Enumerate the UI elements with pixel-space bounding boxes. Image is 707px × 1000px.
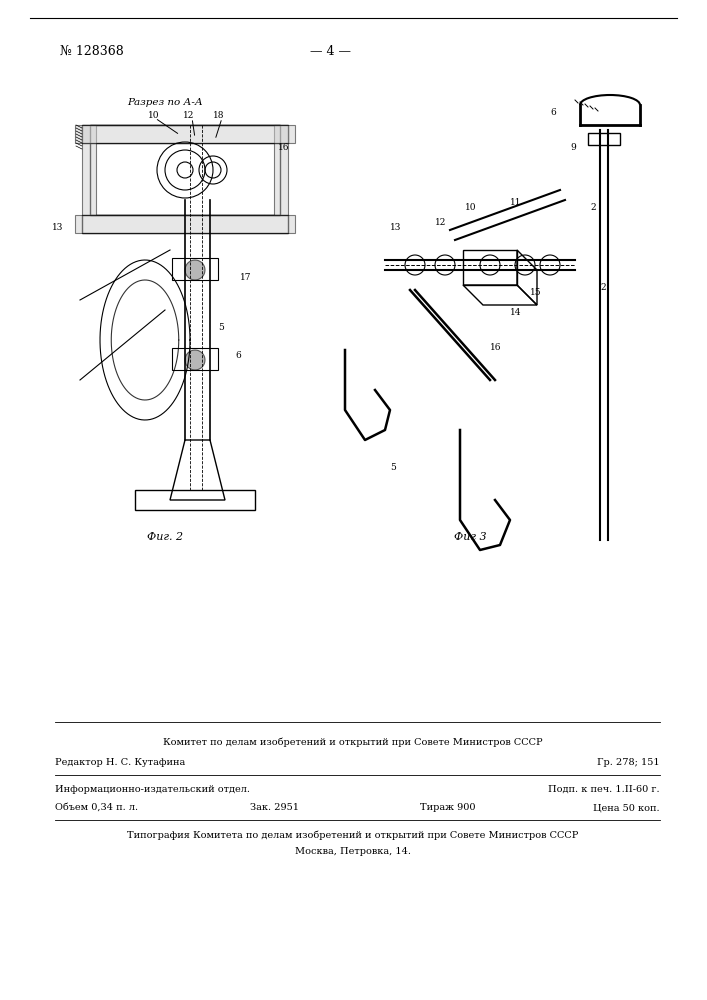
Text: 2: 2	[590, 203, 595, 212]
Text: 5: 5	[390, 463, 396, 472]
Text: Объем 0,34 п. л.: Объем 0,34 п. л.	[55, 803, 138, 812]
Text: № 128368: № 128368	[60, 45, 124, 58]
Bar	[135, 490, 255, 510]
Bar	[274, 125, 288, 215]
Text: 10: 10	[465, 203, 477, 212]
Text: 2: 2	[600, 283, 606, 292]
Bar	[82, 125, 288, 143]
Text: Тираж 900: Тираж 900	[420, 803, 476, 812]
Text: 9: 9	[570, 143, 575, 152]
Text: 15: 15	[530, 288, 542, 297]
Bar	[75, 215, 295, 233]
Text: 16: 16	[490, 343, 501, 352]
Bar	[75, 125, 295, 143]
Text: Комитет по делам изобретений и открытий при Совете Министров СССР: Комитет по делам изобретений и открытий …	[163, 738, 543, 747]
Text: Гр. 278; 151: Гр. 278; 151	[597, 758, 660, 767]
Text: — 4 —: — 4 —	[310, 45, 351, 58]
Text: Москва, Петровка, 14.: Москва, Петровка, 14.	[295, 847, 411, 856]
Bar	[588, 133, 620, 145]
Circle shape	[185, 260, 205, 280]
Bar	[172, 348, 218, 370]
Text: Подп. к печ. 1.ІІ-60 г.: Подп. к печ. 1.ІІ-60 г.	[549, 785, 660, 794]
Text: Разрез по А-А: Разрез по А-А	[127, 98, 203, 107]
Circle shape	[185, 350, 205, 370]
Text: Зак. 2951: Зак. 2951	[250, 803, 299, 812]
Text: 12: 12	[435, 218, 446, 227]
Bar	[90, 125, 280, 215]
Text: 6: 6	[550, 108, 556, 117]
Text: Фиг 3: Фиг 3	[454, 532, 486, 542]
Text: 17: 17	[240, 273, 252, 282]
Bar	[172, 258, 218, 280]
Text: 10: 10	[148, 111, 160, 120]
Text: Редактор Н. С. Кутафина: Редактор Н. С. Кутафина	[55, 758, 185, 767]
Text: 6: 6	[235, 351, 241, 360]
Bar	[82, 125, 96, 215]
Bar	[82, 215, 288, 233]
Text: 13: 13	[390, 223, 402, 232]
Text: 18: 18	[213, 111, 225, 120]
Text: 5: 5	[218, 323, 224, 332]
Text: 12: 12	[183, 111, 194, 120]
Text: 14: 14	[510, 308, 522, 317]
Text: Цена 50 коп.: Цена 50 коп.	[593, 803, 660, 812]
Text: Информационно-издательский отдел.: Информационно-издательский отдел.	[55, 785, 250, 794]
Text: 11: 11	[510, 198, 522, 207]
Text: 13: 13	[52, 223, 64, 232]
Text: Типография Комитета по делам изобретений и открытий при Совете Министров СССР: Типография Комитета по делам изобретений…	[127, 830, 579, 840]
Text: 16: 16	[278, 143, 289, 152]
Text: Фиг. 2: Фиг. 2	[147, 532, 183, 542]
